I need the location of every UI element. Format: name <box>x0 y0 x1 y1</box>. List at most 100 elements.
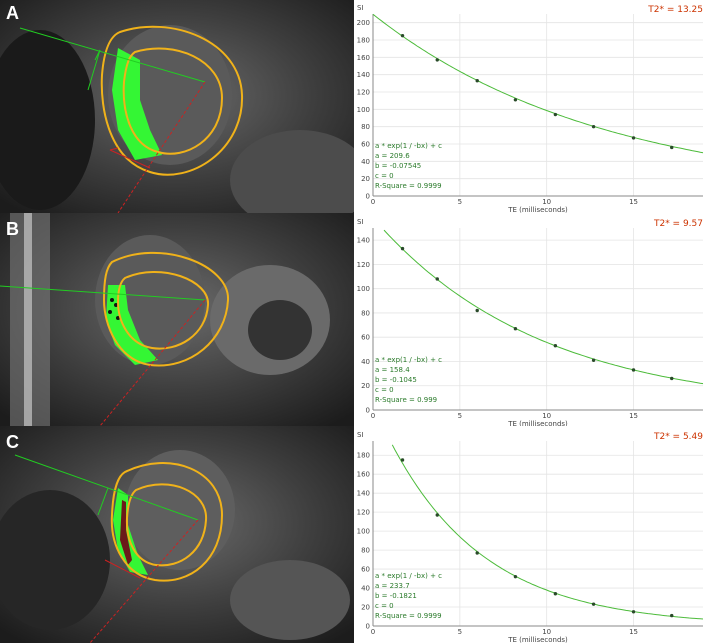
chart-c: T2* = 5.49 0 20 40 60 80 100 120 140 160 180 0 5 10 1… <box>354 426 709 643</box>
data-point <box>513 98 518 102</box>
y-tick-label: 180 <box>357 37 370 45</box>
data-point <box>475 79 479 83</box>
data-point <box>400 458 405 462</box>
fit-params-c: a * exp(1 / -bx) + c a = 233.7 b = -0.1821… <box>375 572 442 620</box>
fit-param-line: b = -0.1821 <box>375 592 417 600</box>
fit-param-line: R-Square = 0.999 <box>375 396 437 404</box>
chart-a: T2* = 13.25 0 20 40 60 80 100 120 140 160 180 200 0… <box>354 0 709 214</box>
y-tick-label: 160 <box>357 471 370 479</box>
y-axis-label: SI <box>357 4 364 12</box>
t2-value-c: T2* = 5.49 <box>653 432 703 442</box>
data-point <box>513 574 518 579</box>
fit-param-line: R-Square = 0.9999 <box>375 182 442 190</box>
fit-params-a: a * exp(1 / -bx) + c a = 209.6 b = -0.0754… <box>375 142 442 190</box>
y-tick-label: 20 <box>361 175 370 183</box>
x-axis-label: TE (milliseconds) <box>507 206 568 214</box>
fit-param-line: b = -0.07545 <box>375 162 421 170</box>
y-tick-label: 140 <box>357 490 370 498</box>
data-point <box>591 358 596 362</box>
fit-param-line: a * exp(1 / -bx) + c <box>375 356 442 364</box>
y-tick-label: 140 <box>357 237 370 245</box>
chart-b: T2* = 9.57 0 20 40 60 80 100 120 140 0 5 10 15 SI TE … <box>354 213 709 428</box>
x-tick-label: 5 <box>458 628 462 636</box>
y-tick-label: 100 <box>357 106 370 114</box>
y-tick-label: 100 <box>357 528 370 536</box>
fit-param-line: a = 209.6 <box>375 152 410 160</box>
t2-value-b: T2* = 9.57 <box>653 219 703 229</box>
fit-curve <box>372 13 704 154</box>
x-tick-label: 0 <box>371 198 375 206</box>
data-point <box>591 602 596 606</box>
y-tick-label: 80 <box>361 123 370 131</box>
x-tick-label: 0 <box>371 412 375 420</box>
y-axis-label: SI <box>357 218 364 226</box>
fit-param-line: c = 0 <box>375 602 394 610</box>
y-tick-label: 120 <box>357 509 370 517</box>
y-tick-label: 60 <box>361 566 370 574</box>
y-tick-label: 20 <box>361 382 370 390</box>
y-tick-label: 120 <box>357 261 370 269</box>
y-tick-label: 80 <box>361 547 370 555</box>
data-point <box>591 124 596 129</box>
data-point <box>435 277 439 281</box>
data-point <box>400 246 405 251</box>
data-point <box>553 592 558 596</box>
data-point <box>435 58 439 62</box>
data-point <box>670 376 674 381</box>
y-axis-label: SI <box>357 431 364 439</box>
data-point <box>553 343 558 348</box>
y-tick-label: 140 <box>357 71 370 79</box>
t2-value-a: T2* = 13.25 <box>647 5 703 15</box>
y-tick-label: 180 <box>357 452 370 460</box>
y-tick-label: 40 <box>361 585 370 593</box>
data-point <box>553 112 558 117</box>
x-axis-label: TE (milliseconds) <box>507 420 568 428</box>
mri-image-a <box>0 0 370 230</box>
y-tick-label: 40 <box>361 158 370 166</box>
fit-param-line: c = 0 <box>375 386 394 394</box>
x-axis-label: TE (milliseconds) <box>507 636 568 643</box>
data-point <box>631 610 636 614</box>
y-tick-label: 0 <box>366 407 370 415</box>
fit-param-line: a * exp(1 / -bx) + c <box>375 142 442 150</box>
y-tick-label: 40 <box>361 358 370 366</box>
x-tick-label: 15 <box>629 412 638 420</box>
fit-param-line: b = -0.1045 <box>375 376 417 384</box>
x-tick-label: 15 <box>629 198 638 206</box>
x-tick-label: 10 <box>542 628 551 636</box>
fit-param-line: a * exp(1 / -bx) + c <box>375 572 442 580</box>
x-tick-label: 5 <box>458 412 462 420</box>
data-point <box>670 613 674 618</box>
y-tick-label: 120 <box>357 89 370 97</box>
y-tick-label: 100 <box>357 285 370 293</box>
x-tick-label: 0 <box>371 628 375 636</box>
y-tick-label: 60 <box>361 141 370 149</box>
x-tick-label: 15 <box>629 628 638 636</box>
data-point <box>435 513 439 517</box>
fit-param-line: a = 233.7 <box>375 582 410 590</box>
y-tick-label: 60 <box>361 334 370 342</box>
y-tick-label: 200 <box>357 19 370 27</box>
x-tick-label: 5 <box>458 198 462 206</box>
y-tick-label: 80 <box>361 309 370 317</box>
data-point <box>513 327 518 331</box>
data-point <box>631 368 636 372</box>
fit-params-b: a * exp(1 / -bx) + c a = 158.4 b = -0.1045… <box>375 356 442 404</box>
panel-letter-c: C <box>6 432 19 452</box>
mri-image-c <box>0 426 354 643</box>
y-tick-label: 20 <box>361 604 370 612</box>
data-point <box>475 551 479 555</box>
mri-image-b <box>0 213 354 427</box>
y-tick-label: 0 <box>366 193 370 201</box>
panel-letter-a: A <box>6 3 19 23</box>
x-tick-label: 10 <box>542 198 551 206</box>
y-tick-label: 0 <box>366 623 370 631</box>
data-point <box>475 308 479 313</box>
data-point <box>400 33 405 38</box>
fit-curve <box>391 444 704 620</box>
data-point <box>631 136 636 140</box>
panel-letter-b: B <box>6 219 19 239</box>
data-point <box>670 145 674 150</box>
fit-param-line: c = 0 <box>375 172 394 180</box>
